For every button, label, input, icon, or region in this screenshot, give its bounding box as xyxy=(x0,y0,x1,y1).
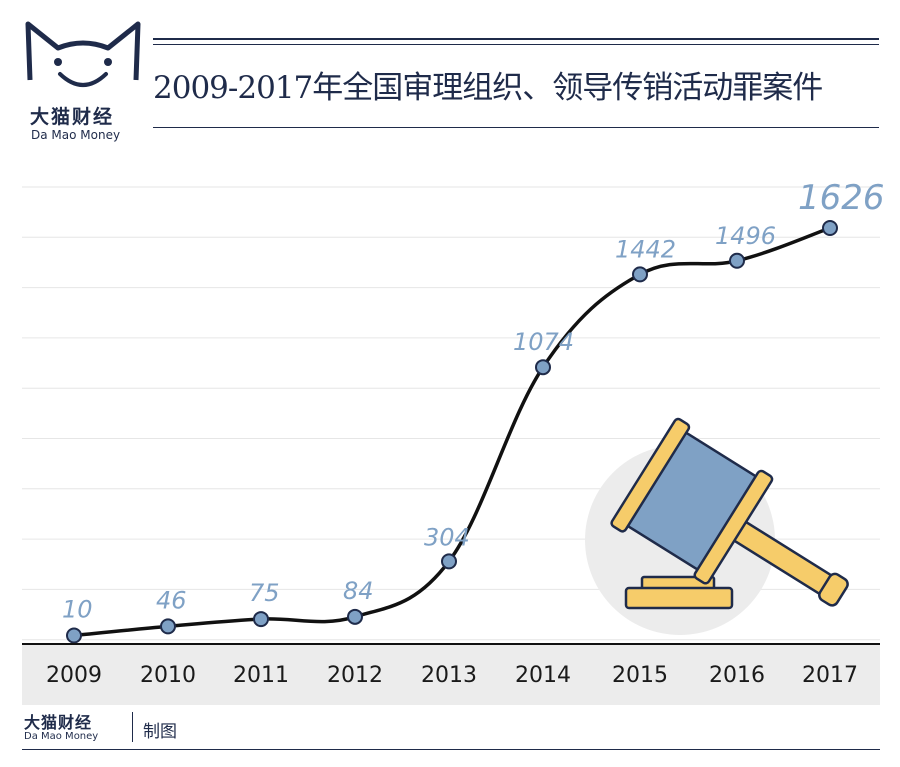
footer-made-by: 制图 xyxy=(143,722,177,742)
brand-name-en: Da Mao Money xyxy=(31,128,121,142)
data-label: 46 xyxy=(156,586,187,614)
series-line xyxy=(73,226,831,638)
data-points xyxy=(66,220,838,644)
x-tick-label: 2011 xyxy=(233,663,289,688)
line-chart: 10 46 75 84 304 1074 1442 1496 1626 2009 2010 2011… xyxy=(22,178,885,688)
title-rule-top-thin xyxy=(153,44,879,45)
data-label: 75 xyxy=(249,579,280,607)
data-point xyxy=(347,608,363,625)
data-label: 1442 xyxy=(615,235,676,263)
x-tick-label: 2014 xyxy=(515,663,571,688)
x-axis-line xyxy=(22,643,880,645)
data-point xyxy=(729,252,745,269)
title-rule-top xyxy=(153,38,879,40)
x-tick-label: 2015 xyxy=(612,663,668,688)
x-tick-label: 2017 xyxy=(802,663,858,688)
data-label: 84 xyxy=(343,577,374,605)
data-labels: 10 46 75 84 304 1074 1442 1496 1626 xyxy=(62,178,885,623)
data-label: 10 xyxy=(62,595,93,623)
chart-title: 2009-2017年全国审理组织、领导传销活动罪案件 xyxy=(153,70,823,106)
x-tick-labels: 2009 2010 2011 2012 2013 2014 2015 2016 2017 xyxy=(46,663,858,688)
x-tick-label: 2013 xyxy=(421,663,477,688)
data-label: 1496 xyxy=(715,222,776,250)
data-point xyxy=(160,618,176,635)
footer-brand-en: Da Mao Money xyxy=(24,731,99,742)
data-point xyxy=(253,611,269,628)
data-point xyxy=(441,553,457,570)
footer-separator xyxy=(132,712,133,742)
footer-rule xyxy=(22,749,880,750)
data-point xyxy=(535,359,551,376)
x-tick-label: 2016 xyxy=(709,663,765,688)
title-rule-bottom xyxy=(153,127,879,128)
x-tick-label: 2012 xyxy=(327,663,383,688)
data-point xyxy=(66,627,82,644)
gridlines xyxy=(22,186,880,641)
data-label: 1074 xyxy=(513,328,574,356)
x-tick-label: 2010 xyxy=(140,663,196,688)
brand-name-cn: 大猫财经 xyxy=(30,106,115,128)
x-axis-band xyxy=(22,643,880,705)
data-label: 304 xyxy=(424,523,470,551)
cat-logo-icon xyxy=(25,21,141,87)
data-point xyxy=(822,220,838,236)
x-tick-label: 2009 xyxy=(46,663,102,688)
gavel-icon xyxy=(585,417,849,635)
footer-brand-cn: 大猫财经 xyxy=(24,713,93,732)
data-point xyxy=(632,266,648,283)
data-label: 1626 xyxy=(798,178,885,218)
